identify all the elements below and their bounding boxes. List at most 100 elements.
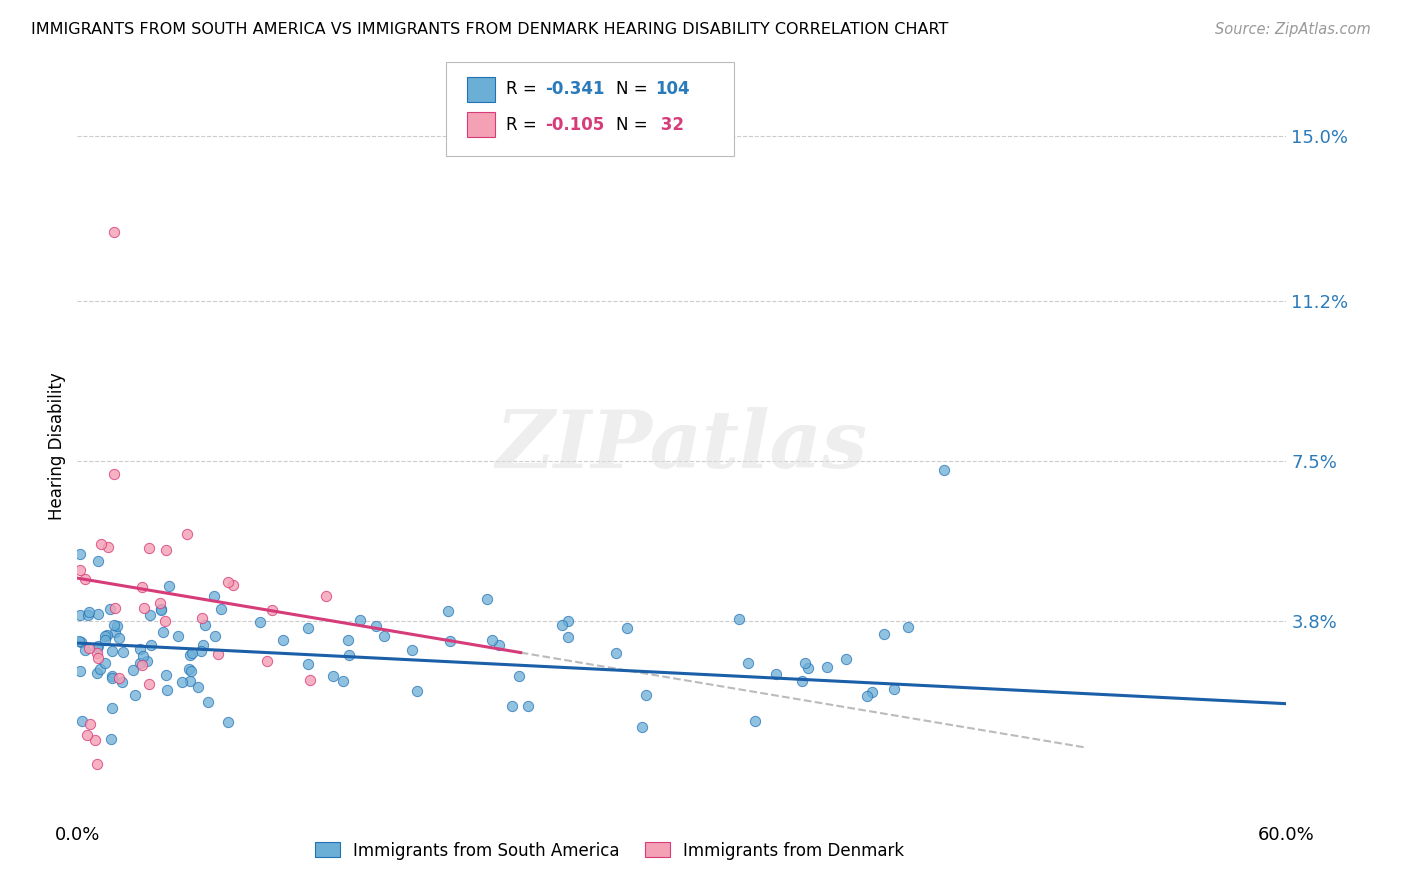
Point — [128, 642, 150, 657]
Text: -0.105: -0.105 — [546, 116, 605, 134]
Point — [150, 602, 173, 616]
Point — [176, 526, 198, 541]
Legend: Immigrants from South America, Immigrants from Denmark: Immigrants from South America, Immigrant… — [308, 835, 911, 866]
Point — [138, 677, 160, 691]
Point — [155, 683, 177, 698]
Point — [481, 633, 503, 648]
Point — [89, 662, 111, 676]
Point — [87, 607, 110, 621]
Point — [100, 669, 122, 683]
Point — [605, 646, 627, 660]
Point — [790, 673, 813, 688]
Point — [222, 578, 245, 592]
Text: R =: R = — [506, 80, 543, 98]
Text: Source: ZipAtlas.com: Source: ZipAtlas.com — [1215, 22, 1371, 37]
Point — [86, 646, 108, 660]
Point — [439, 634, 461, 648]
Point — [101, 643, 124, 657]
Point — [204, 629, 226, 643]
Point — [87, 554, 110, 568]
Point — [349, 613, 371, 627]
Point — [70, 714, 93, 728]
Point — [94, 628, 117, 642]
Point — [364, 619, 387, 633]
Point — [69, 563, 91, 577]
Point — [111, 645, 134, 659]
Point — [167, 629, 190, 643]
Point — [797, 661, 820, 675]
Point — [191, 638, 214, 652]
Point — [179, 662, 201, 676]
Point — [187, 680, 209, 694]
Point — [100, 731, 122, 746]
Point — [128, 656, 150, 670]
Point — [155, 668, 177, 682]
Point — [180, 664, 202, 678]
Point — [488, 638, 510, 652]
Text: R =: R = — [506, 116, 543, 134]
Point — [131, 580, 153, 594]
Text: N =: N = — [616, 116, 652, 134]
Point — [139, 608, 162, 623]
Point — [124, 688, 146, 702]
Point — [202, 589, 225, 603]
Point — [373, 629, 395, 643]
Point — [73, 642, 96, 657]
Point — [132, 648, 155, 663]
Point — [793, 656, 815, 670]
Point — [297, 657, 319, 671]
Point — [77, 606, 100, 620]
Point — [138, 541, 160, 555]
Text: 104: 104 — [655, 80, 690, 98]
Point — [69, 607, 91, 622]
Point — [897, 620, 920, 634]
Point — [207, 647, 229, 661]
Point — [873, 627, 896, 641]
Point — [557, 631, 579, 645]
Point — [249, 615, 271, 629]
Point — [103, 225, 125, 239]
Point — [101, 671, 124, 685]
Text: IMMIGRANTS FROM SOUTH AMERICA VS IMMIGRANTS FROM DENMARK HEARING DISABILITY CORR: IMMIGRANTS FROM SOUTH AMERICA VS IMMIGRA… — [31, 22, 948, 37]
Point — [86, 757, 108, 772]
Point — [437, 604, 460, 618]
Point — [87, 639, 110, 653]
Point — [179, 673, 201, 688]
Point — [297, 621, 319, 635]
Point — [77, 641, 100, 656]
Point — [256, 654, 278, 668]
Point — [94, 656, 117, 670]
Text: 32: 32 — [655, 116, 685, 134]
Point — [108, 631, 131, 645]
Point — [190, 611, 212, 625]
Point — [152, 624, 174, 639]
Point — [155, 614, 177, 628]
Point — [315, 589, 337, 603]
Point — [337, 648, 360, 662]
Point — [131, 658, 153, 673]
Point — [67, 634, 90, 648]
Point — [134, 601, 156, 615]
Point — [815, 660, 838, 674]
Point — [551, 617, 574, 632]
Point — [616, 622, 638, 636]
Text: ZIPatlas: ZIPatlas — [496, 408, 868, 484]
Point — [179, 648, 201, 662]
Text: -0.341: -0.341 — [546, 80, 605, 98]
Point — [217, 715, 239, 730]
Point — [77, 607, 100, 622]
Point — [501, 698, 523, 713]
Point — [744, 714, 766, 728]
Point — [69, 664, 91, 678]
Point — [105, 619, 128, 633]
Point — [98, 601, 121, 615]
Point — [631, 721, 654, 735]
Point — [157, 579, 180, 593]
Point — [516, 698, 538, 713]
Point — [737, 656, 759, 670]
Point — [332, 674, 354, 689]
Point — [104, 625, 127, 640]
Point — [209, 602, 232, 616]
Point — [121, 663, 143, 677]
Point — [94, 633, 117, 648]
